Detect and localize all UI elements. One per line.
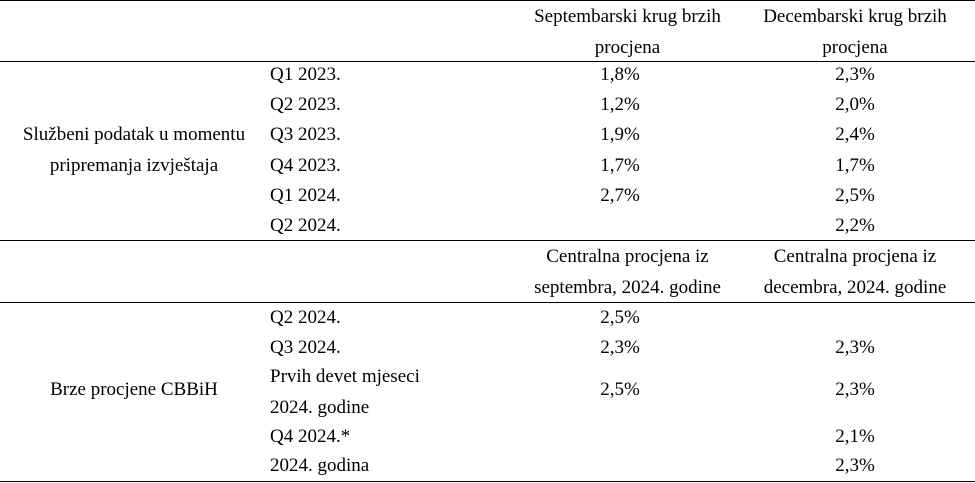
- september-value: 1,7%: [600, 155, 640, 176]
- period-cell: Q2 2024.: [270, 215, 341, 236]
- header-central-december-line1: Centralna procjena iz: [773, 246, 937, 267]
- header-central-september-line2: septembra, 2024. godine: [534, 277, 721, 298]
- september-value: 2,7%: [600, 185, 640, 206]
- december-value: 2,5%: [835, 185, 875, 206]
- period-cell: Q2 2023.: [270, 94, 341, 115]
- section2-label: Brze procjene CBBiH: [50, 379, 218, 400]
- header-september-round-line1: Septembarski krug brzih: [534, 6, 721, 27]
- december-value: 2,1%: [835, 426, 875, 447]
- rule-section-divider: [0, 240, 975, 241]
- december-value: 2,3%: [835, 337, 875, 358]
- header-central-september-line1: Centralna procjena iz: [546, 246, 709, 267]
- december-value: 1,7%: [835, 155, 875, 176]
- period-cell: Q2 2024.: [270, 307, 341, 328]
- september-value: 2,5%: [600, 307, 640, 328]
- header-central-estimate-december: Centralna procjena iz decembra, 2024. go…: [735, 241, 975, 303]
- rule-under-mid-header: [0, 302, 975, 303]
- december-value: 2,2%: [835, 215, 875, 236]
- period-cell: 2024. godina: [270, 455, 370, 476]
- rule-bottom: [0, 481, 975, 482]
- header-december-round-line1: Decembarski krug brzih: [763, 6, 947, 27]
- period-cell-line1: Prvih devet mjeseci: [270, 366, 420, 387]
- december-value: 2,3%: [835, 455, 875, 476]
- period-cell: Q4 2023.: [270, 155, 341, 176]
- september-value: 2,5%: [600, 379, 640, 400]
- december-value: 2,4%: [835, 124, 875, 145]
- period-cell: Q3 2023.: [270, 124, 341, 145]
- period-cell: Q3 2024.: [270, 337, 341, 358]
- section1-label-line1: Službeni podatak u momentu: [22, 124, 246, 145]
- december-value: 2,0%: [835, 94, 875, 115]
- section1-label: Službeni podatak u momentu pripremanja i…: [0, 119, 268, 181]
- header-september-round-line2: procjena: [594, 37, 661, 58]
- period-cell-line2: 2024. godine: [270, 397, 370, 418]
- period-cell: Q1 2024.: [270, 185, 341, 206]
- header-central-estimate-september: Centralna procjena iz septembra, 2024. g…: [500, 241, 755, 303]
- header-september-round: Septembarski krug brzih procjena: [500, 1, 755, 63]
- december-value: 2,3%: [835, 379, 875, 400]
- september-value: 2,3%: [600, 337, 640, 358]
- header-december-round: Decembarski krug brzih procjena: [735, 1, 975, 63]
- section1-label-line2: pripremanja izvještaja: [49, 155, 219, 176]
- september-value: 1,8%: [600, 64, 640, 85]
- period-cell: Q4 2024.*: [270, 426, 351, 447]
- header-central-december-line2: decembra, 2024. godine: [763, 277, 947, 298]
- header-december-round-line2: procjena: [822, 37, 888, 58]
- rule-top: [0, 0, 975, 1]
- rule-under-header: [0, 61, 975, 62]
- december-value: 2,3%: [835, 64, 875, 85]
- september-value: 1,9%: [600, 124, 640, 145]
- period-cell: Prvih devet mjeseci 2024. godine: [270, 361, 420, 423]
- september-value: 1,2%: [600, 94, 640, 115]
- period-cell: Q1 2023.: [270, 64, 341, 85]
